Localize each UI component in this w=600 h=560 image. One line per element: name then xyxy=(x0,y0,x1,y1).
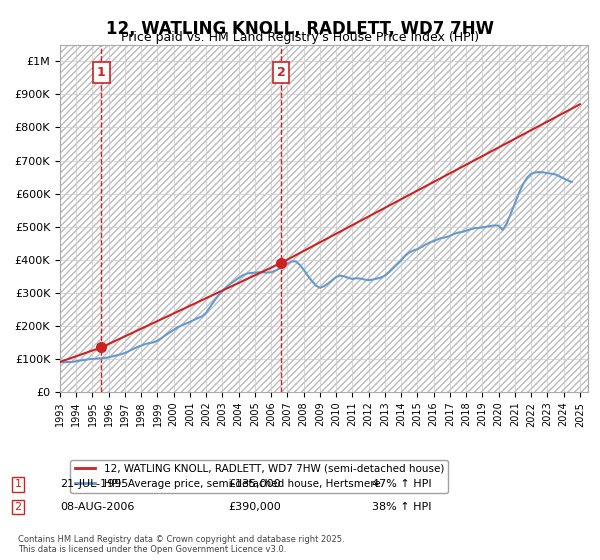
Text: 08-AUG-2006: 08-AUG-2006 xyxy=(60,502,134,512)
Text: Contains HM Land Registry data © Crown copyright and database right 2025.
This d: Contains HM Land Registry data © Crown c… xyxy=(18,535,344,554)
Text: 38% ↑ HPI: 38% ↑ HPI xyxy=(372,502,431,512)
Text: 21-JUL-1995: 21-JUL-1995 xyxy=(60,479,128,489)
Legend: 12, WATLING KNOLL, RADLETT, WD7 7HW (semi-detached house), HPI: Average price, s: 12, WATLING KNOLL, RADLETT, WD7 7HW (sem… xyxy=(70,460,448,493)
Text: 1: 1 xyxy=(97,66,106,79)
Text: £390,000: £390,000 xyxy=(228,502,281,512)
Text: 1: 1 xyxy=(14,479,22,489)
Text: 47% ↑ HPI: 47% ↑ HPI xyxy=(372,479,431,489)
Text: 2: 2 xyxy=(277,66,286,79)
Text: 2: 2 xyxy=(14,502,22,512)
Text: Price paid vs. HM Land Registry's House Price Index (HPI): Price paid vs. HM Land Registry's House … xyxy=(121,31,479,44)
Text: £135,000: £135,000 xyxy=(228,479,281,489)
Text: 12, WATLING KNOLL, RADLETT, WD7 7HW: 12, WATLING KNOLL, RADLETT, WD7 7HW xyxy=(106,20,494,38)
